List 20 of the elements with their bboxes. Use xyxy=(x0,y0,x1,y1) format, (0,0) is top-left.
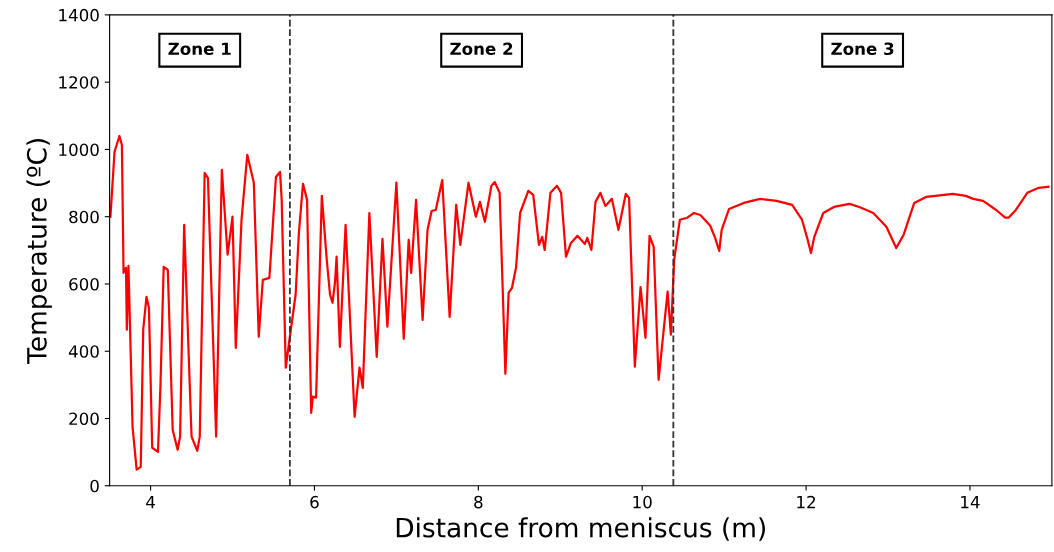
annotation: Zone 3 xyxy=(831,42,894,56)
x-axis-title: Distance from meniscus (m) xyxy=(396,517,765,541)
y-axis-title: Temperature (ºC) xyxy=(26,139,52,364)
annotation: Zone 2 xyxy=(450,42,513,56)
y-tick-label: 1400 xyxy=(59,8,99,22)
y-tick-label: 0 xyxy=(90,479,99,493)
y-tick-label: 800 xyxy=(69,210,99,224)
x-tick-label: 14 xyxy=(961,496,980,509)
y-tick-label: 1200 xyxy=(59,76,99,89)
y-tick-label: 400 xyxy=(68,345,99,358)
x-tick-label: 8 xyxy=(474,495,483,509)
y-tick-label: 1000 xyxy=(59,143,99,156)
x-tick-label: 10 xyxy=(633,495,652,509)
line-series xyxy=(109,134,1050,471)
x-tick-label: 4 xyxy=(146,496,155,509)
y-tick-label: 600 xyxy=(69,277,99,291)
x-tick-label: 6 xyxy=(310,495,319,509)
annotation: Zone 1 xyxy=(168,42,231,56)
y-tick-label: 200 xyxy=(69,412,99,426)
x-tick-label: 12 xyxy=(797,495,816,509)
